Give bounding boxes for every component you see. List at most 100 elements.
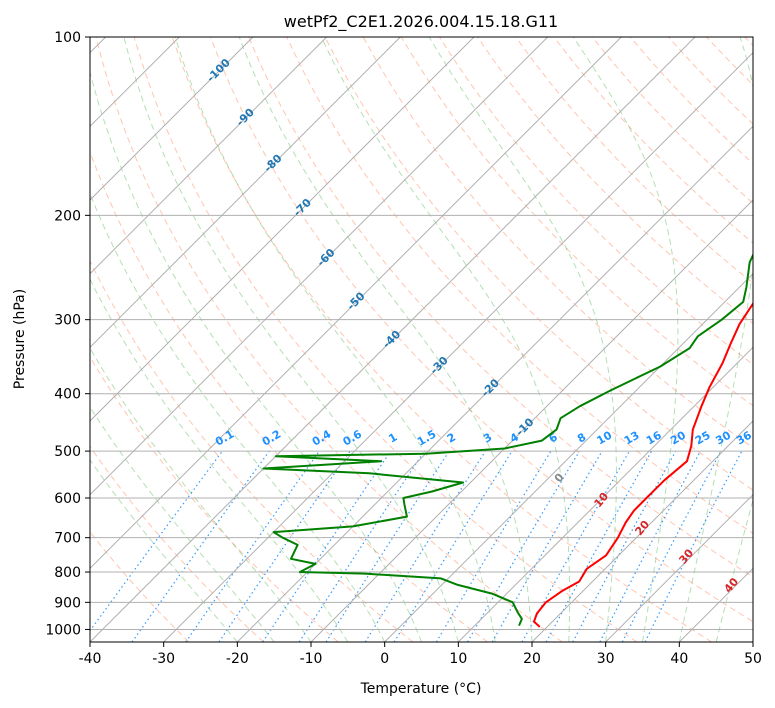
mixing-ratio-line [325,450,450,642]
mixing-ratio-label: 3 [481,431,494,446]
mixing-ratio-label: 25 [693,429,713,448]
mixing-ratio-line [262,450,392,642]
mixing-ratio-line [644,450,743,642]
dry-adiabat-line [133,37,638,642]
dry-adiabat-line [90,259,414,642]
dry-adiabat-line [90,531,190,642]
dry-adiabat-line [90,445,264,642]
moist-adiabat-label: 30 [676,546,696,566]
isotherm-line [90,37,549,496]
y-tick-label: 800 [54,565,81,581]
dry-adiabat-line [248,37,753,578]
isotherm-line [236,125,753,642]
moist-adiabat-label: 40 [721,575,741,595]
y-tick-label: 400 [54,387,81,403]
x-tick-label: 30 [597,651,615,667]
mixing-ratio-line [435,450,552,642]
moist-adiabat-line [715,497,753,642]
mixing-ratio-line [90,450,223,632]
dry-adiabat-line [706,37,753,86]
dry-adiabat-line [438,37,753,366]
isotherm-line [457,346,753,642]
x-axis-title: Temperature (°C) [360,681,482,697]
mixing-ratio-label: 13 [622,429,642,448]
mixing-ratio-label: 10 [595,428,615,447]
y-tick-label: 300 [54,313,81,329]
mixing-ratio-line [298,450,425,642]
y-tick-label: 100 [54,30,81,46]
isotherm-label: -60 [314,246,337,269]
moist-adiabat-label: 10 [591,490,611,510]
isotherm-line [605,493,753,642]
x-axis: -40 -30 -20 -10 0 10 20 30 40 50 [79,642,762,667]
moist-adiabat-line [90,192,386,642]
profile-series [262,252,753,628]
y-tick-label: 500 [54,444,81,460]
mixing-ratio-label: 36 [734,428,754,447]
moist-adiabat-line [238,37,533,642]
isotherm-label: -90 [234,106,257,129]
isotherm-line [90,37,475,422]
x-tick-label: -40 [79,651,102,667]
moist-adiabat-label: 20 [632,518,652,538]
mixing-ratio-label: 0.1 [213,428,236,449]
moist-adiabat-line [90,347,312,642]
y-tick-label: 700 [54,531,81,547]
isotherm-line [90,37,254,201]
dry-adiabat-line [90,356,339,642]
isotherm-line [384,272,753,642]
chart-title: wetPf2_C2E1.2026.004.15.18.G11 [284,12,558,32]
isotherm-line [90,37,622,570]
isotherm-line [678,567,753,642]
isotherm-line [90,37,696,642]
isotherm-label: -20 [479,376,502,399]
x-tick-label: 40 [670,651,688,667]
dry-adiabat-line [210,37,753,623]
dry-adiabat-line [515,37,753,284]
mixing-ratio-label: 0.2 [260,428,283,449]
moist-adiabat-line [90,406,275,642]
moist-adiabat-line [572,37,679,642]
isotherm-line [90,37,401,349]
x-tick-label: -10 [300,651,323,667]
dry-adiabat-line [744,37,753,47]
isotherm-line [90,37,328,275]
mixing-ratio-line [466,450,580,642]
mixing-ratio-line [393,450,513,642]
background-lines [90,37,753,642]
mixing-ratio-label: 16 [644,428,664,447]
mixing-ratio-line [599,450,702,642]
isoline-labels: -100-90-80-70-60-50-40-30-20-100.1 0.2 0.4… [204,56,754,596]
x-tick-label: 10 [449,651,467,667]
mixing-ratio-line [185,450,320,642]
mixing-ratio-label: 20 [668,428,688,447]
mixing-ratio-line [218,450,351,642]
isotherm-line [752,641,753,642]
x-tick-label: 50 [744,651,762,667]
dry-adiabat-line [95,37,563,642]
y-tick-label: 1000 [45,622,81,638]
isotherm-line [163,51,753,642]
mixing-ratio-label: 1 [386,431,399,446]
moist-adiabat-line [320,37,571,642]
y-tick-label: 200 [54,208,81,224]
dry-adiabat-line [324,37,753,491]
y-axis: 100 200 300 400 500 600 700 800 900 1000 [45,30,90,638]
mixing-ratio-label: 8 [575,431,588,446]
y-axis-title: Pressure (hPa) [12,289,28,389]
x-tick-label: -30 [152,651,175,667]
moist-adiabat-line [428,37,617,642]
temperature-profile-line [533,301,753,628]
dewpoint-profile-line [262,252,753,626]
y-tick-label: 900 [54,595,81,611]
mixing-ratio-line [364,450,486,642]
moist-adiabat-line [90,278,349,642]
isotherm-line [531,420,753,642]
isotherm-label: -40 [380,328,403,351]
mixing-ratio-line [131,450,270,642]
moist-adiabat-line [123,37,459,642]
moist-adiabat-line [678,37,753,642]
x-tick-label: 0 [380,651,389,667]
grid-lines [90,37,753,642]
isotherm-line [310,199,753,642]
